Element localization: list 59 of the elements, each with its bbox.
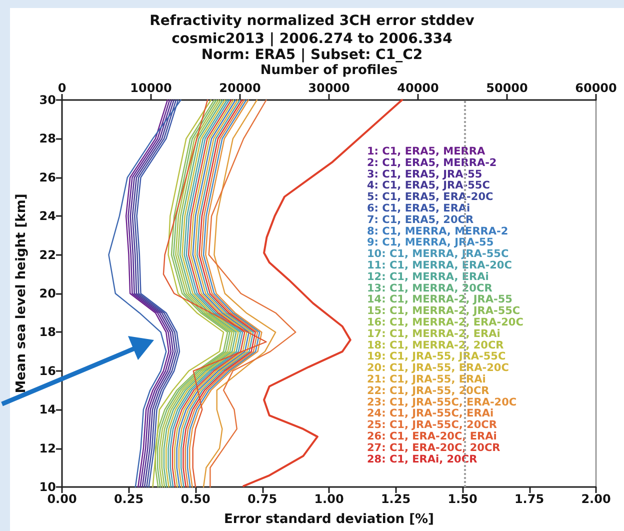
x-axis-title: Error standard deviation [%] — [224, 512, 434, 527]
y-tick-label: 12 — [39, 441, 56, 456]
x2-tick-label: 40000 — [397, 81, 439, 95]
x2-tick-label: 30000 — [308, 81, 350, 95]
x-tick-label: 1.25 — [380, 492, 411, 506]
text: 23: C1, JRA-55C, ERA-20C — [367, 396, 517, 408]
text: 4: C1, ERA5, JRA-55C — [367, 180, 490, 192]
x-tick-label: 2.00 — [581, 492, 611, 506]
y-tick-label: 20 — [39, 286, 56, 300]
chart-title: Refractivity normalized 3CH error stddev — [150, 13, 474, 29]
y-tick-label: 10 — [39, 480, 56, 494]
x2-tick-label: 60000 — [575, 81, 617, 95]
text: 20: C1, JRA-55, ERA-20C — [367, 362, 510, 374]
text: 13: C1, MERRA, 20CR — [367, 282, 492, 294]
x2-axis-title: Number of profiles — [260, 63, 398, 78]
text: 7: C1, ERA5, 20CR — [367, 214, 474, 226]
text: 24: C1, JRA-55C, ERAi — [367, 408, 494, 420]
text: 2: C1, ERA5, MERRA-2 — [367, 156, 497, 169]
text: 19: C1, JRA-55, JRA-55C — [367, 350, 506, 363]
x-tick-label: 0.25 — [114, 492, 144, 506]
y-tick-label: 30 — [39, 93, 56, 107]
text: 27: C1, ERA-20C, 20CR — [367, 442, 500, 454]
text: 15: C1, MERRA-2, JRA-55C — [367, 305, 520, 318]
x-tick-label: 1.00 — [314, 492, 344, 506]
x-tick-label: 0.50 — [180, 492, 210, 506]
text: 1: C1, ERA5, MERRA — [367, 146, 486, 158]
chart-subtitle: cosmic2013 | 2006.274 to 2006.334 Norm: ERA5 | Subset: C1_C2 — [172, 31, 453, 63]
text: 10: C1, MERRA, JRA-55C — [367, 248, 509, 260]
text: 25: C1, JRA-55C, 20CR — [367, 419, 497, 432]
y-tick-label: 18 — [39, 325, 56, 340]
y-tick-label: 16 — [39, 364, 56, 378]
text: 28: C1, ERAi, 20CR — [367, 453, 478, 466]
text: 5: C1, ERA5, ERA-20C — [367, 191, 494, 204]
text: 18: C1, MERRA-2, 20CR — [367, 339, 504, 352]
text: 26: C1, ERA-20C, ERAi — [367, 430, 497, 442]
y-axis-title: Mean sea level height [km] — [14, 194, 29, 394]
y-tick-label: 22 — [39, 248, 56, 262]
y-tick-label: 26 — [39, 170, 56, 184]
text: 8: C1, MERRA, MERRA-2 — [367, 225, 508, 238]
text: 14: C1, MERRA-2, JRA-55 — [367, 294, 512, 306]
x2-tick-label: 50000 — [486, 81, 528, 95]
x-tick-label: 1.75 — [514, 492, 544, 506]
text: 9: C1, MERRA, JRA-55 — [367, 236, 494, 249]
text: 17: C1, MERRA-2, ERAi — [367, 328, 500, 340]
x-tick-label: 0.75 — [247, 492, 278, 506]
x2-tick-label: 10000 — [130, 81, 172, 95]
text: 3: C1, ERA5, JRA-55 — [367, 168, 482, 180]
text: 21: C1, JRA-55, ERAi — [367, 374, 486, 386]
text: 11: C1, MERRA, ERA-20C — [367, 260, 512, 272]
y-tick-label: 28 — [39, 132, 56, 146]
y-tick-label: 14 — [39, 402, 56, 417]
x2-tick-label: 20000 — [219, 81, 261, 95]
x-tick-label: 0.00 — [47, 492, 77, 506]
x-tick-label: 1.50 — [448, 492, 478, 506]
x2-tick-label: 0 — [58, 81, 66, 95]
text: 22: C1, JRA-55, 20CR — [367, 384, 490, 397]
y-tick-label: 24 — [39, 209, 56, 224]
text: 6: C1, ERA5, ERAi — [367, 202, 470, 214]
text: 16: C1, MERRA-2, ERA-20C — [367, 316, 524, 328]
